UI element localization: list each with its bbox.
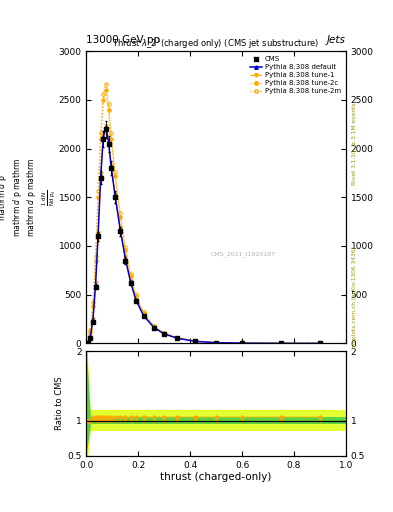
Text: CMS_2021_I1920187: CMS_2021_I1920187: [211, 252, 276, 258]
Text: Rivet 3.1.10, ≥ 3.1M events: Rivet 3.1.10, ≥ 3.1M events: [352, 102, 357, 184]
Text: mcplots.cern.ch [arXiv:1306.3436]: mcplots.cern.ch [arXiv:1306.3436]: [352, 246, 357, 348]
Text: 13000 GeV pp: 13000 GeV pp: [86, 35, 161, 46]
Title: Thrust $\lambda\_2^1$(charged only) (CMS jet substructure): Thrust $\lambda\_2^1$(charged only) (CMS…: [112, 37, 320, 51]
Legend: CMS, Pythia 8.308 default, Pythia 8.308 tune-1, Pythia 8.308 tune-2c, Pythia 8.3: CMS, Pythia 8.308 default, Pythia 8.308 …: [248, 55, 342, 96]
Y-axis label: Ratio to CMS: Ratio to CMS: [55, 377, 64, 430]
Y-axis label: mathrm $d^2$N
mathrm $d$ p
mathrm $d$ p mathrm
mathrm $d$ p mathrm
$\frac{1}{\ma: mathrm $d^2$N mathrm $d$ p mathrm $d$ p …: [0, 158, 57, 237]
X-axis label: thrust (charged-only): thrust (charged-only): [160, 472, 272, 482]
Text: Jets: Jets: [327, 35, 346, 46]
